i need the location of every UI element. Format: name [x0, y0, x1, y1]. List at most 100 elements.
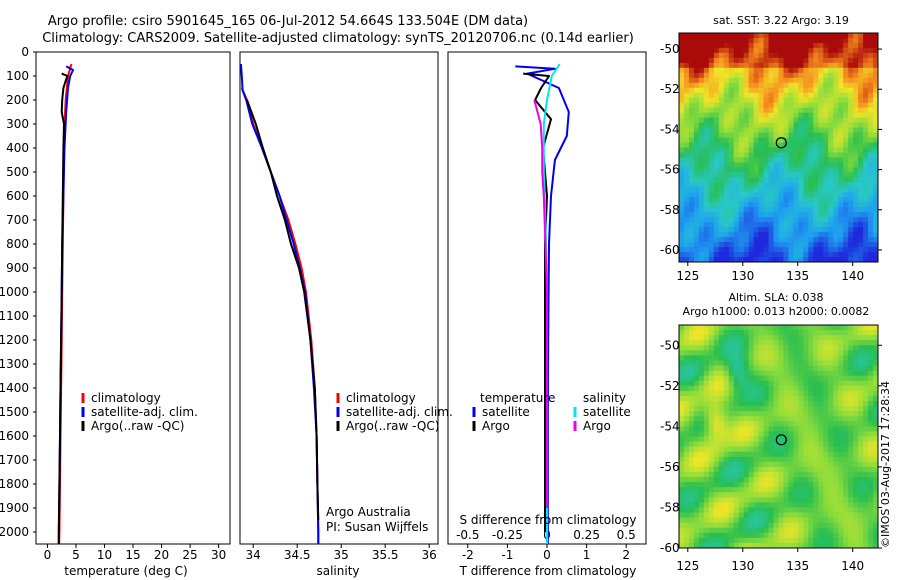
- sla-cell: [718, 517, 725, 524]
- sla-cell: [868, 426, 874, 433]
- sla-cell: [783, 365, 790, 372]
- sst-cell: [803, 152, 809, 159]
- sla-cell: [813, 542, 819, 548]
- sla-cell: [828, 380, 834, 387]
- sla-cell: [733, 360, 740, 367]
- sst-cell: [758, 182, 765, 188]
- sst-cell: [723, 227, 730, 233]
- sla-cell: [683, 522, 690, 529]
- sst-cell: [803, 172, 809, 178]
- sst-cell: [718, 242, 725, 248]
- sla-cell: [753, 365, 760, 372]
- sla-cell: [803, 380, 809, 387]
- sst-cell: [813, 72, 819, 79]
- sst-cell: [818, 47, 824, 54]
- sst-cell: [823, 122, 829, 129]
- sst-cell: [813, 257, 819, 262]
- sst-cell: [813, 33, 819, 39]
- sst-cell: [848, 47, 854, 54]
- sla-cell: [858, 411, 864, 417]
- sla-cell: [763, 436, 770, 443]
- sst-cell: [778, 237, 785, 243]
- sst-cell: [698, 177, 705, 183]
- sla-map-title1: Altim. SLA: 0.038: [728, 291, 823, 304]
- sla-cell: [768, 416, 775, 422]
- sst-cell: [868, 212, 874, 218]
- sst-cell: [828, 237, 834, 243]
- sla-cell: [683, 482, 690, 488]
- sst-cell: [798, 127, 804, 134]
- sst-cell: [708, 82, 715, 89]
- sst-cell: [853, 67, 859, 74]
- sst-cell: [793, 197, 799, 203]
- sla-cell: [723, 482, 730, 488]
- sla-cell: [868, 532, 874, 539]
- s-difference-tick-label: 0.5: [617, 528, 636, 542]
- sst-cell: [703, 142, 710, 149]
- sla-cell: [768, 380, 775, 387]
- sla-cell: [718, 335, 725, 341]
- sla-cell: [843, 325, 849, 331]
- sla-cell: [763, 416, 770, 422]
- sla-cell: [753, 340, 760, 346]
- sla-cell: [768, 375, 775, 382]
- sst-cell: [838, 57, 844, 64]
- sla-cell: [803, 446, 809, 453]
- sst-cell: [823, 37, 829, 44]
- sst-cell: [813, 177, 819, 183]
- sst-cell: [828, 37, 834, 44]
- sst-cell: [798, 237, 804, 243]
- sst-cell: [793, 137, 799, 144]
- sst-cell: [688, 72, 695, 79]
- sla-cell: [828, 492, 834, 498]
- sst-cell: [693, 197, 700, 203]
- temperature-legend-item-label: Argo(..raw -QC): [91, 419, 184, 433]
- sst-cell: [698, 242, 705, 248]
- sla-cell: [788, 471, 795, 478]
- sst-cell: [793, 127, 799, 134]
- sla-cell: [718, 355, 725, 362]
- sla-cell: [763, 517, 770, 524]
- sst-cell: [838, 82, 844, 89]
- sla-cell: [728, 477, 735, 483]
- sla-cell: [723, 502, 730, 509]
- sst-cell: [808, 207, 814, 213]
- sst-cell: [768, 107, 775, 114]
- sst-cell: [708, 252, 715, 258]
- sst-cell: [828, 197, 834, 203]
- sla-cell: [868, 340, 874, 346]
- sla-cell: [703, 421, 710, 427]
- sla-cell: [808, 330, 814, 336]
- sst-cell: [768, 212, 775, 218]
- sst-cell: [818, 37, 824, 44]
- sst-cell: [758, 242, 765, 248]
- sst-cell: [723, 72, 730, 79]
- sla-cell: [728, 325, 735, 331]
- sst-cell: [748, 257, 755, 262]
- sla-cell: [688, 537, 695, 544]
- sst-cell: [703, 132, 710, 139]
- sla-cell: [728, 542, 735, 548]
- sla-cell: [738, 436, 745, 443]
- sla-cell: [738, 471, 745, 478]
- sla-cell: [848, 401, 854, 407]
- sst-cell: [679, 222, 685, 228]
- sst-cell: [828, 82, 834, 89]
- sst-cell: [793, 187, 799, 193]
- sst-cell: [688, 202, 695, 208]
- sla-cell: [788, 532, 795, 539]
- sla-cell: [783, 477, 790, 483]
- sst-cell: [838, 132, 844, 139]
- sla-cell: [793, 325, 799, 331]
- sla-cell: [733, 390, 740, 397]
- sla-cell: [753, 436, 760, 443]
- sla-cell: [858, 345, 864, 351]
- sla-cell: [803, 451, 809, 458]
- sla-cell: [788, 370, 795, 377]
- sst-cell: [868, 187, 874, 193]
- sla-cell: [738, 330, 745, 336]
- sst-cell: [738, 197, 745, 203]
- sst-cell: [868, 132, 874, 139]
- sst-cell: [823, 92, 829, 99]
- sla-cell: [743, 325, 750, 331]
